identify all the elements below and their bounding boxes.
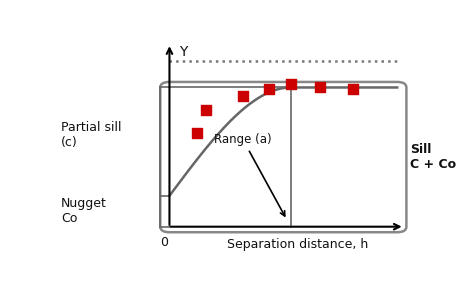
Point: [349, 86, 357, 91]
Point: [193, 131, 201, 135]
Point: [265, 86, 273, 91]
Text: Sill
C + Co: Sill C + Co: [410, 143, 456, 171]
Text: Nugget
Co: Nugget Co: [61, 197, 107, 225]
Point: [202, 107, 210, 112]
Point: [287, 82, 294, 86]
Text: Y: Y: [179, 46, 187, 59]
Point: [316, 85, 324, 90]
Point: [239, 94, 246, 99]
Text: Range (a): Range (a): [214, 133, 285, 216]
Text: Partial sill
(c): Partial sill (c): [61, 121, 122, 149]
Text: 0: 0: [160, 236, 168, 249]
Text: Separation distance, h: Separation distance, h: [228, 238, 369, 251]
